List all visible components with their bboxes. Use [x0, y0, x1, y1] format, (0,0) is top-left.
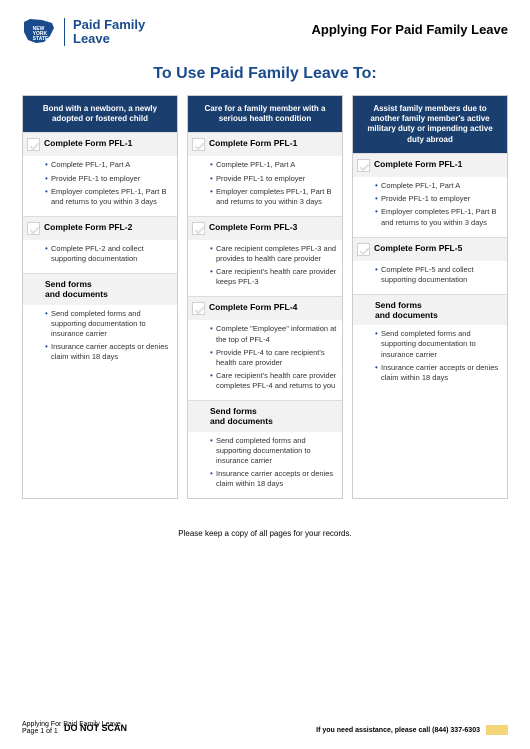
step: Complete Form PFL-5 Complete PFL-5 and co… [353, 237, 507, 294]
step-title: Complete Form PFL-2 [44, 222, 132, 232]
bullet-item: Insurance carrier accepts or denies clai… [375, 363, 503, 383]
checkbox-icon [357, 159, 370, 172]
step-head: Send formsand documents [188, 401, 342, 431]
step: Send formsand documents Send completed fo… [353, 294, 507, 392]
step: Complete Form PFL-3 Care recipient comple… [188, 216, 342, 297]
bullet-item: Care recipient completes PFL-3 and provi… [210, 244, 338, 264]
do-not-scan-label: DO NOT SCAN [64, 723, 127, 733]
bullet-item: Insurance carrier accepts or denies clai… [210, 469, 338, 489]
checkbox-icon [27, 138, 40, 151]
header-row: NEW YORK STATE Paid Family Leave Applyin… [22, 18, 508, 47]
logo-block: NEW YORK STATE Paid Family Leave [22, 18, 145, 47]
step-title: Complete Form PFL-5 [374, 243, 462, 253]
step-bullets: Care recipient completes PFL-3 and provi… [188, 240, 342, 297]
bullet-item: Provide PFL-1 to employer [375, 194, 503, 204]
step-title: Send formsand documents [210, 406, 273, 426]
bullet-item: Send completed forms and supporting docu… [375, 329, 503, 359]
nys-state-icon: NEW YORK STATE [22, 18, 56, 44]
bullet-item: Complete PFL-1, Part A [375, 181, 503, 191]
step: Send formsand documents Send completed fo… [188, 400, 342, 498]
bullet-item: Care recipient's health care provider co… [210, 371, 338, 391]
checkbox-icon [192, 222, 205, 235]
step-title: Send formsand documents [375, 300, 438, 320]
step-head: Complete Form PFL-1 [188, 133, 342, 156]
step-bullets: Complete PFL-1, Part A Provide PFL-1 to e… [353, 177, 507, 237]
step-head: Complete Form PFL-2 [23, 217, 177, 240]
bullet-item: Provide PFL-1 to employer [210, 174, 338, 184]
footer-right: If you need assistance, please call (844… [316, 725, 508, 735]
step-bullets: Send completed forms and supporting docu… [188, 432, 342, 499]
step-bullets: Complete PFL-2 and collect supporting do… [23, 240, 177, 273]
column: Care for a family member with a serious … [187, 95, 343, 500]
logo-program-name: Paid Family Leave [73, 18, 145, 47]
step-bullets: Complete PFL-1, Part A Provide PFL-1 to e… [188, 156, 342, 216]
step-bullets: Send completed forms and supporting docu… [23, 305, 177, 372]
column: Assist family members due to another fam… [352, 95, 508, 500]
step-head: Complete Form PFL-4 [188, 297, 342, 320]
bullet-item: Complete PFL-2 and collect supporting do… [45, 244, 173, 264]
logo-divider [64, 18, 65, 46]
footnote: Please keep a copy of all pages for your… [22, 529, 508, 538]
bullet-item: Send completed forms and supporting docu… [45, 309, 173, 339]
step: Complete Form PFL-1 Complete PFL-1, Part … [188, 132, 342, 216]
bullet-item: Employer completes PFL-1, Part B and ret… [375, 207, 503, 227]
step-title: Complete Form PFL-3 [209, 222, 297, 232]
step-head: Complete Form PFL-1 [23, 133, 177, 156]
step-title: Send formsand documents [45, 279, 108, 299]
bullet-item: Care recipient's health care provider ke… [210, 267, 338, 287]
footer-left: Applying For Paid Family Leave Page 1 of… [22, 721, 121, 735]
footer-assist-text: If you need assistance, please call (844… [316, 727, 480, 734]
page-header-title: Applying For Paid Family Leave [312, 22, 509, 37]
step-title: Complete Form PFL-1 [374, 159, 462, 169]
checkbox-icon [357, 243, 370, 256]
step-head: Complete Form PFL-1 [353, 154, 507, 177]
column-header: Assist family members due to another fam… [353, 96, 507, 154]
checkbox-icon [192, 302, 205, 315]
step-bullets: Send completed forms and supporting docu… [353, 325, 507, 392]
page: NEW YORK STATE Paid Family Leave Applyin… [0, 0, 530, 749]
step-bullets: Complete PFL-5 and collect supporting do… [353, 261, 507, 294]
column-header: Bond with a newborn, a newly adopted or … [23, 96, 177, 133]
bullet-item: Insurance carrier accepts or denies clai… [45, 342, 173, 362]
bullet-item: Complete PFL-5 and collect supporting do… [375, 265, 503, 285]
step-title: Complete Form PFL-1 [44, 138, 132, 148]
columns-container: Bond with a newborn, a newly adopted or … [22, 95, 508, 500]
step: Complete Form PFL-1 Complete PFL-1, Part … [353, 153, 507, 237]
step-head: Complete Form PFL-5 [353, 238, 507, 261]
bullet-item: Employer completes PFL-1, Part B and ret… [210, 187, 338, 207]
footer-highlight-box [486, 725, 508, 735]
logo-program-line: Leave [73, 32, 145, 46]
step: Complete Form PFL-2 Complete PFL-2 and co… [23, 216, 177, 273]
checkbox-icon [27, 222, 40, 235]
step-title: Complete Form PFL-4 [209, 302, 297, 312]
bullet-item: Employer completes PFL-1, Part B and ret… [45, 187, 173, 207]
bullet-item: Send completed forms and supporting docu… [210, 436, 338, 466]
bullet-item: Provide PFL-1 to employer [45, 174, 173, 184]
bullet-item: Provide PFL-4 to care recipient's health… [210, 348, 338, 368]
step: Complete Form PFL-4 Complete "Employee" i… [188, 296, 342, 400]
column: Bond with a newborn, a newly adopted or … [22, 95, 178, 500]
step-head: Complete Form PFL-3 [188, 217, 342, 240]
step-bullets: Complete PFL-1, Part A Provide PFL-1 to e… [23, 156, 177, 216]
logo-program-line: Paid Family [73, 18, 145, 32]
checkbox-icon [192, 138, 205, 151]
bullet-item: Complete "Employee" information at the t… [210, 324, 338, 344]
step: Send formsand documents Send completed fo… [23, 273, 177, 371]
bullet-item: Complete PFL-1, Part A [45, 160, 173, 170]
column-header: Care for a family member with a serious … [188, 96, 342, 133]
step-head: Send formsand documents [353, 295, 507, 325]
step-title: Complete Form PFL-1 [209, 138, 297, 148]
footer: Applying For Paid Family Leave Page 1 of… [22, 721, 508, 735]
step-head: Send formsand documents [23, 274, 177, 304]
logo-state-line: STATE [33, 37, 49, 42]
main-title: To Use Paid Family Leave To: [22, 65, 508, 83]
bullet-item: Complete PFL-1, Part A [210, 160, 338, 170]
step-bullets: Complete "Employee" information at the t… [188, 320, 342, 400]
step: Complete Form PFL-1 Complete PFL-1, Part … [23, 132, 177, 216]
